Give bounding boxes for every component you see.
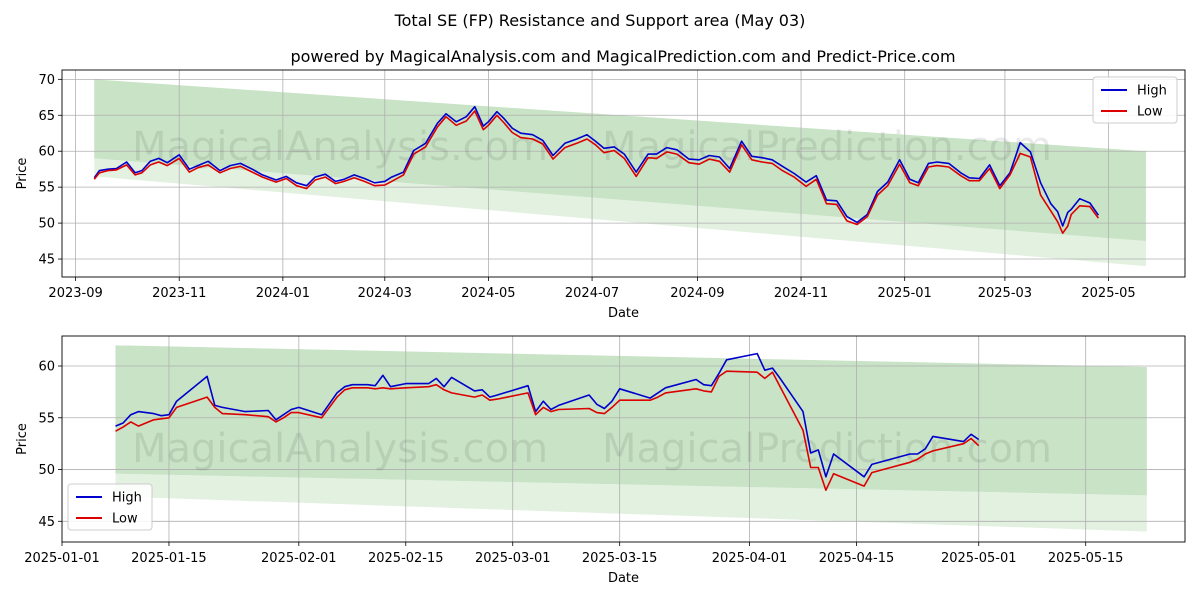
y-axis-label: Price xyxy=(15,423,30,455)
x-tick-label: 2025-05-01 xyxy=(941,551,1017,566)
axes-frame xyxy=(61,69,1186,278)
y-tick-label: 70 xyxy=(38,73,55,88)
y-axis-label: Price xyxy=(15,158,30,190)
x-tick-label: 2025-03 xyxy=(978,286,1032,301)
watermark-left: MagicalAnalysis.com xyxy=(132,124,548,170)
x-tick-label: 2024-05 xyxy=(461,286,515,301)
watermark-right: MagicalPrediction.com xyxy=(602,124,1052,170)
watermark-right: MagicalPrediction.com xyxy=(602,426,1052,472)
series-line-high xyxy=(93,105,1100,227)
y-tick-label: 60 xyxy=(38,145,55,160)
y-tick-label: 55 xyxy=(38,181,55,196)
plot-area: MagicalAnalysis.com MagicalPrediction.com xyxy=(62,70,1185,277)
series-line-low xyxy=(93,110,1100,234)
resistance-band xyxy=(94,79,1146,242)
series-line-low xyxy=(115,370,980,491)
chart-subtitle: powered by MagicalAnalysis.com and Magic… xyxy=(290,47,955,66)
x-tick-label: 2025-05-15 xyxy=(1048,551,1124,566)
legend-label-high: High xyxy=(1137,84,1167,99)
y-tick-label: 65 xyxy=(38,109,55,124)
support-band-light xyxy=(115,473,1147,532)
x-tick-label: 2023-11 xyxy=(152,286,206,301)
y-tick-label: 45 xyxy=(38,253,55,268)
x-tick-label: 2025-03-01 xyxy=(475,551,551,566)
legend: High Low xyxy=(67,483,153,531)
bottom-panel: MagicalAnalysis.com MagicalPrediction.com… xyxy=(15,335,1186,586)
x-tick-label: 2025-05 xyxy=(1081,286,1135,301)
y-tick-label: 55 xyxy=(38,411,55,426)
x-tick-label: 2025-02-01 xyxy=(261,551,337,566)
x-tick-label: 2024-11 xyxy=(774,286,828,301)
x-tick-label: 2023-09 xyxy=(48,286,102,301)
x-tick-label: 2025-04-15 xyxy=(819,551,895,566)
legend: High Low xyxy=(1092,76,1178,124)
x-tick-label: 2025-01-01 xyxy=(24,551,100,566)
support-band-light xyxy=(94,158,1146,267)
plot-area: MagicalAnalysis.com MagicalPrediction.com xyxy=(62,336,1185,542)
x-tick-label: 2025-01 xyxy=(878,286,932,301)
legend-label-low: Low xyxy=(1137,105,1163,120)
legend-label-high: High xyxy=(112,491,142,506)
axes-frame xyxy=(61,335,1186,543)
top-panel: MagicalAnalysis.com MagicalPrediction.com… xyxy=(15,69,1186,321)
resistance-band xyxy=(115,345,1147,496)
x-tick-label: 2025-02-15 xyxy=(368,551,444,566)
x-tick-label: 2024-03 xyxy=(358,286,412,301)
series-line-high xyxy=(115,352,980,478)
y-tick-label: 45 xyxy=(38,515,55,530)
chart-title: Total SE (FP) Resistance and Support are… xyxy=(394,11,806,30)
x-axis-label: Date xyxy=(608,571,639,586)
x-tick-label: 2024-07 xyxy=(565,286,619,301)
x-tick-label: 2024-09 xyxy=(670,286,724,301)
legend-label-low: Low xyxy=(112,512,138,527)
y-tick-label: 60 xyxy=(38,360,55,375)
x-axis-label: Date xyxy=(608,306,639,321)
watermark-left: MagicalAnalysis.com xyxy=(132,426,548,472)
x-tick-label: 2025-03-15 xyxy=(582,551,658,566)
x-tick-label: 2025-01-15 xyxy=(131,551,207,566)
x-tick-label: 2024-01 xyxy=(256,286,310,301)
y-tick-label: 50 xyxy=(38,463,55,478)
x-tick-label: 2025-04-01 xyxy=(712,551,788,566)
y-tick-label: 50 xyxy=(38,217,55,232)
